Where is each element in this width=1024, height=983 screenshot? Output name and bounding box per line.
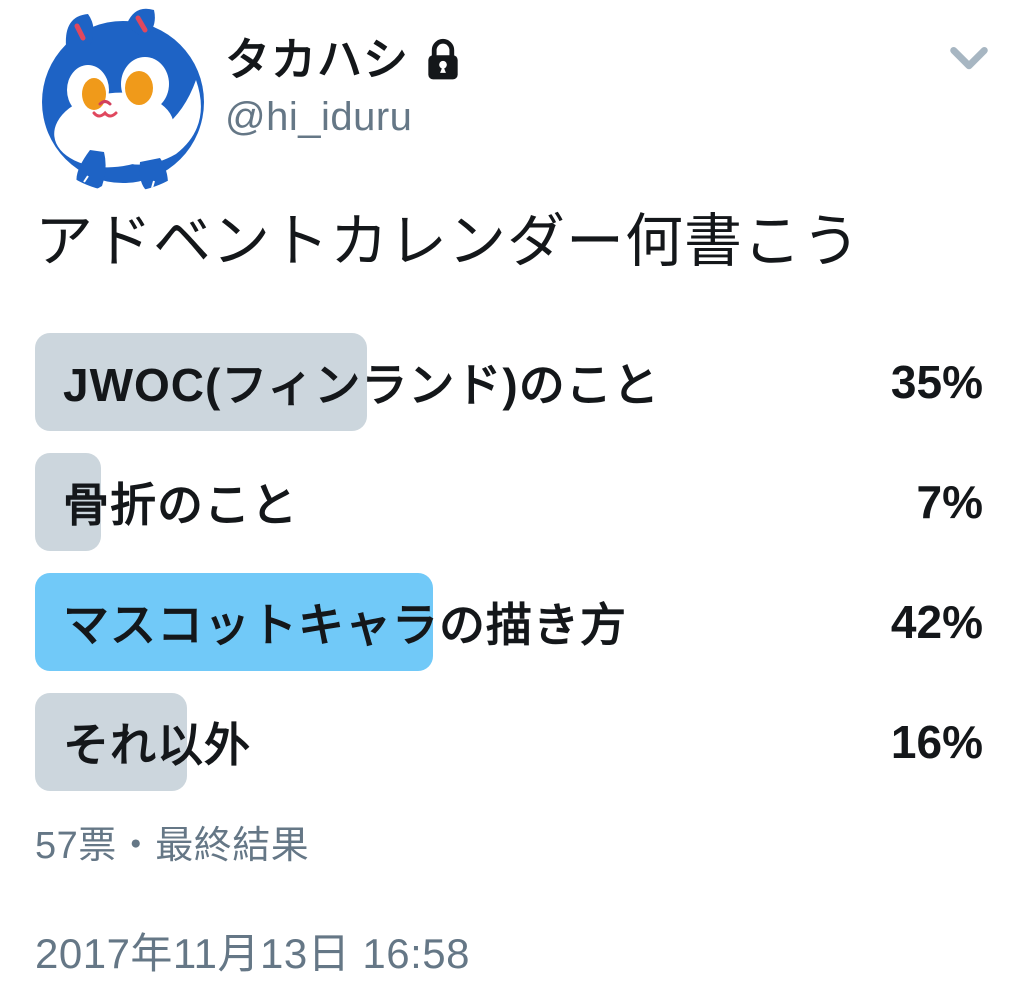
poll-option-row: それ以外 16% — [35, 693, 983, 791]
poll-option-label: JWOC(フィンランド)のこと — [63, 359, 660, 411]
poll: JWOC(フィンランド)のこと 35% 骨折のこと 7% マスコットキャラの描き… — [35, 333, 983, 813]
chevron-down-icon[interactable] — [946, 40, 992, 80]
poll-result-bar — [35, 333, 367, 431]
poll-option-row: マスコットキャラの描き方 42% — [35, 573, 983, 671]
poll-option-percent: 16% — [890, 716, 983, 768]
avatar[interactable] — [28, 2, 218, 192]
display-name[interactable]: タカハシ — [225, 34, 410, 85]
tweet-timestamp[interactable]: 2017年11月13日 16:58 — [35, 930, 471, 977]
poll-option-percent: 42% — [890, 596, 983, 648]
user-handle[interactable]: @hi_iduru — [225, 94, 413, 139]
poll-option-percent: 7% — [916, 476, 983, 528]
poll-result-bar — [35, 453, 102, 551]
tweet-text: アドベントカレンダー何書こう — [35, 209, 862, 274]
user-info: タカハシ @hi_iduru — [225, 34, 465, 140]
poll-vote-count: 57票・最終結果 — [35, 825, 310, 867]
poll-option-row: 骨折のこと 7% — [35, 453, 983, 551]
poll-result-bar — [35, 573, 434, 671]
poll-option-percent: 35% — [890, 356, 983, 408]
poll-option-label: マスコットキャラの描き方 — [63, 599, 627, 651]
poll-option-row: JWOC(フィンランド)のこと 35% — [35, 333, 983, 431]
blue-cat-avatar-image — [42, 8, 204, 192]
lock-icon — [428, 38, 458, 80]
poll-option-label: それ以外 — [63, 719, 251, 771]
poll-result-bar — [35, 693, 187, 791]
poll-option-label: 骨折のこと — [63, 479, 298, 531]
